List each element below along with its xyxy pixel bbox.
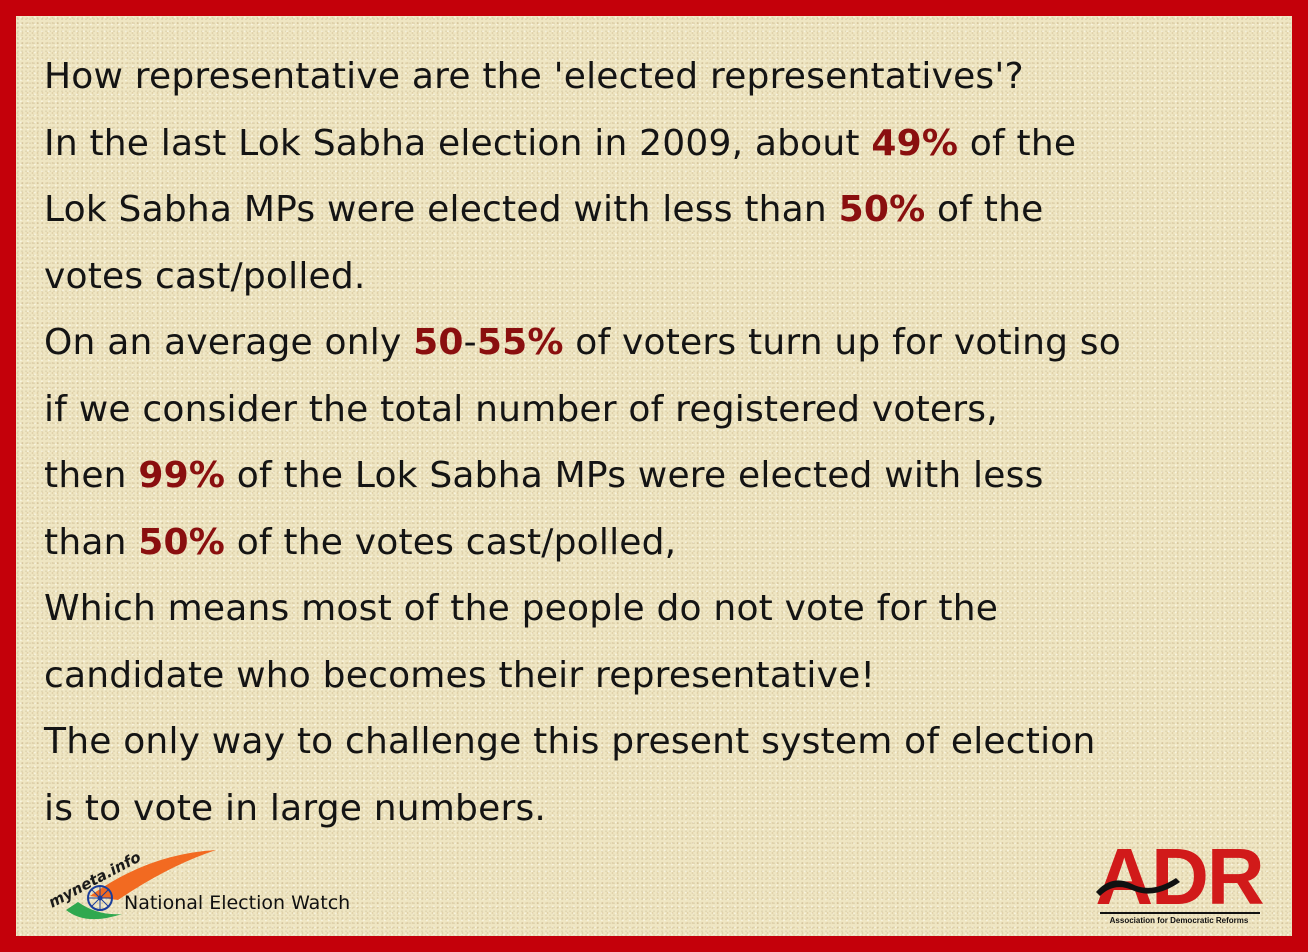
poster-body-text: How representative are the 'elected repr… bbox=[44, 44, 1292, 842]
poster-line: is to vote in large numbers. bbox=[44, 776, 1292, 843]
poster-text: of the bbox=[925, 189, 1044, 230]
poster-text: of the bbox=[958, 122, 1077, 164]
poster-text: if we consider the total number of regis… bbox=[44, 388, 998, 430]
poster-text: is to vote in large numbers. bbox=[44, 787, 547, 829]
poster-text: then bbox=[44, 455, 139, 496]
highlight-stat: 50% bbox=[138, 521, 226, 563]
poster-line: if we consider the total number of regis… bbox=[44, 377, 1292, 444]
poster-line: votes cast/polled. bbox=[44, 244, 1292, 311]
highlight-stat: 50 bbox=[413, 322, 464, 363]
highlight-stat: 50% bbox=[838, 189, 926, 230]
poster-text: candidate who becomes their representati… bbox=[44, 654, 876, 696]
poster-text: of the Lok Sabha MPs were elected with l… bbox=[225, 455, 1044, 496]
poster-line: then 99% of the Lok Sabha MPs were elect… bbox=[44, 443, 1292, 510]
poster-text: - bbox=[463, 322, 477, 363]
poster-line: How representative are the 'elected repr… bbox=[44, 44, 1292, 111]
adr-logo-letters: ADR bbox=[1095, 832, 1264, 921]
highlight-stat: 99% bbox=[138, 455, 226, 496]
poster-text: than bbox=[44, 521, 139, 563]
poster-line: In the last Lok Sabha election in 2009, … bbox=[44, 111, 1292, 178]
poster-card: How representative are the 'elected repr… bbox=[16, 16, 1292, 936]
poster-line: On an average only 50-55% of voters turn… bbox=[44, 310, 1292, 377]
poster-text: How representative are the 'elected repr… bbox=[44, 56, 1024, 97]
myneta-logo-icon: myneta.info bbox=[45, 848, 216, 920]
poster-text: Which means most of the people do not vo… bbox=[44, 588, 999, 629]
poster-text: of voters turn up for voting so bbox=[563, 322, 1121, 363]
adr-divider bbox=[1100, 912, 1260, 914]
poster-text: The only way to challenge this present s… bbox=[44, 721, 1096, 762]
adr-logo: ADR Association for Democratic Reforms bbox=[1072, 832, 1286, 932]
poster-text: In the last Lok Sabha election in 2009, … bbox=[44, 122, 872, 164]
highlight-stat: 55% bbox=[476, 322, 564, 363]
poster-line: Lok Sabha MPs were elected with less tha… bbox=[44, 177, 1292, 244]
poster-text: votes cast/polled. bbox=[44, 255, 366, 297]
poster-text: of the votes cast/polled, bbox=[225, 521, 677, 563]
national-election-watch-caption: National Election Watch bbox=[124, 892, 351, 914]
adr-tagline: Association for Democratic Reforms bbox=[1109, 916, 1249, 925]
poster-line: The only way to challenge this present s… bbox=[44, 709, 1292, 776]
poster-text: Lok Sabha MPs were elected with less tha… bbox=[44, 189, 839, 230]
adr-swoosh-icon bbox=[1096, 878, 1180, 896]
poster-line: Which means most of the people do not vo… bbox=[44, 576, 1292, 643]
poster-line: than 50% of the votes cast/polled, bbox=[44, 510, 1292, 577]
poster-line: candidate who becomes their representati… bbox=[44, 643, 1292, 710]
highlight-stat: 49% bbox=[871, 122, 959, 164]
poster-text: On an average only bbox=[44, 322, 414, 363]
